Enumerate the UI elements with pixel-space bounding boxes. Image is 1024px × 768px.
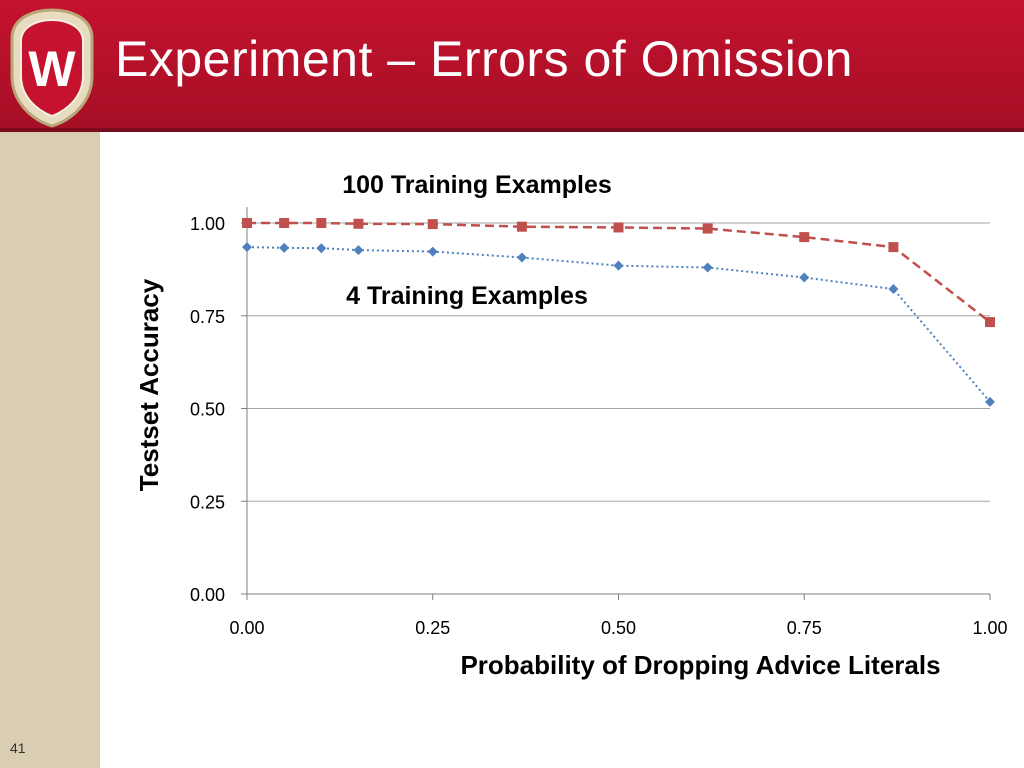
data-point [799, 232, 810, 243]
data-point [888, 284, 899, 295]
data-point [985, 396, 995, 407]
y-tick-label: 0.50 [190, 400, 225, 420]
y-tick-label: 0.25 [190, 492, 225, 512]
x-tick-label: 0.50 [601, 618, 636, 638]
data-point [353, 245, 364, 256]
data-point [427, 246, 438, 257]
y-axis-title: Testset Accuracy [134, 278, 164, 491]
series-label-4: 4 Training Examples [346, 282, 588, 310]
line-chart: 0.00 0.25 0.50 0.75 1.00 0.00 0.25 0.50 0.75 1.00… [134, 171, 1008, 680]
university-crest-logo: W [10, 8, 94, 128]
title-bar-border [0, 128, 1024, 132]
x-tick-label: 0.00 [229, 618, 264, 638]
data-point [613, 222, 624, 233]
slide-number: 41 [10, 740, 26, 756]
series-1 [242, 218, 995, 328]
data-point [427, 219, 438, 230]
labels-layer: 0.00 0.25 0.50 0.75 1.00 0.00 0.25 0.50 0.75 1.00… [134, 171, 1008, 680]
x-axis-title: Probability of Dropping Advice Literals [460, 650, 940, 680]
data-point [316, 243, 327, 254]
title-bar [0, 0, 1024, 132]
data-point [702, 223, 713, 234]
data-point [799, 272, 810, 283]
data-point [516, 252, 527, 263]
series-2 [242, 242, 995, 407]
crest-letter: W [28, 41, 76, 97]
data-point [279, 242, 290, 253]
data-point [613, 260, 624, 271]
data-point [242, 242, 252, 253]
y-tick-label: 0.00 [190, 585, 225, 605]
gridlines [247, 222, 990, 502]
data-point [702, 262, 713, 273]
x-tick-label: 1.00 [972, 618, 1007, 638]
y-tick-label: 0.75 [190, 307, 225, 327]
x-tick-label: 0.25 [415, 618, 450, 638]
slide-title: Experiment – Errors of Omission [115, 31, 853, 87]
data-point [985, 317, 995, 328]
series-label-100: 100 Training Examples [342, 171, 612, 199]
x-tick-label: 0.75 [787, 618, 822, 638]
data-point [316, 218, 327, 228]
series-layer [242, 218, 995, 407]
data-point [279, 218, 290, 228]
y-tick-label: 1.00 [190, 214, 225, 234]
data-point [242, 218, 252, 228]
data-point [888, 242, 899, 253]
sidebar-decoration [0, 132, 100, 768]
data-point [353, 218, 364, 229]
axes [241, 207, 991, 600]
data-point [516, 221, 527, 232]
